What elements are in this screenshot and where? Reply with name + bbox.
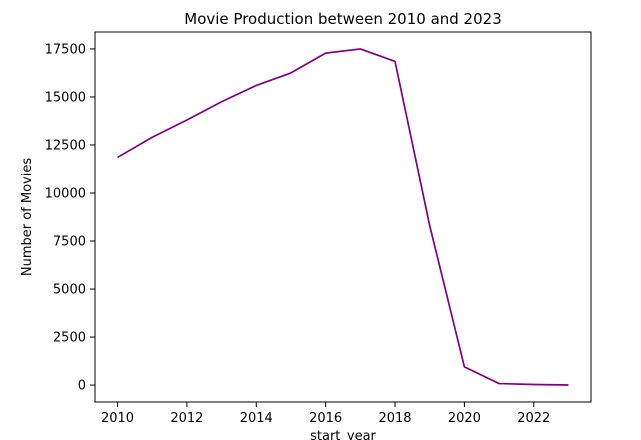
y-tick-label: 17500 [45, 42, 86, 57]
y-tick-label: 10000 [45, 186, 86, 201]
plot-area [95, 32, 591, 402]
y-tick-label: 0 [78, 379, 86, 394]
y-tick-label: 2500 [53, 331, 86, 346]
x-tick-label: 2022 [517, 411, 550, 426]
x-axis-ticks: 2010 2012 2014 2016 2018 2020 2022 [101, 402, 550, 426]
x-tick-label: 2016 [309, 411, 342, 426]
y-axis-ticks: 0 2500 5000 7500 10000 12500 15000 17500 [45, 42, 95, 394]
x-tick-label: 2014 [240, 411, 273, 426]
x-tick-label: 2020 [448, 411, 481, 426]
chart-title: Movie Production between 2010 and 2023 [184, 10, 501, 28]
x-tick-label: 2018 [378, 411, 411, 426]
y-tick-label: 15000 [45, 90, 86, 105]
series-line [117, 48, 569, 386]
y-tick-label: 7500 [53, 235, 86, 250]
y-tick-label: 5000 [53, 283, 86, 298]
y-axis-label: Number of Movies [20, 158, 35, 276]
plot-frame [94, 31, 592, 403]
x-tick-label: 2012 [170, 411, 203, 426]
x-tick-label: 2010 [101, 411, 134, 426]
series-group [117, 48, 569, 386]
y-tick-label: 12500 [45, 138, 86, 153]
x-axis-label: start_year [310, 429, 376, 440]
